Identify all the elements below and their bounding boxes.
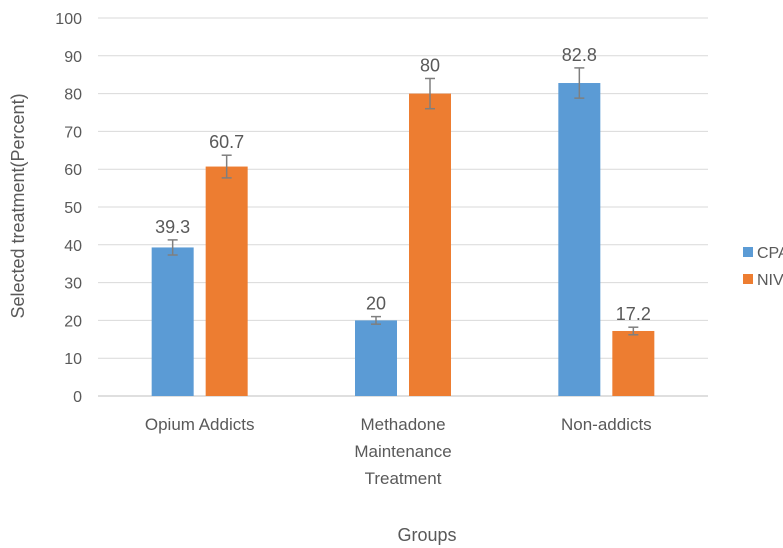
bar-cpap	[151, 247, 194, 396]
y-axis-title: Selected treatment(Percent)	[8, 93, 28, 318]
data-label: 39.3	[155, 217, 190, 237]
x-axis-categories: Opium Addicts Methadone Maintenance Treatme…	[145, 415, 652, 488]
legend-label: CPAP	[757, 245, 783, 262]
bar-cpap	[558, 83, 601, 397]
y-axis-ticks: 0 10 20 30 40 50 60 70 80 90 100	[55, 11, 82, 406]
y-tick-label: 60	[64, 162, 82, 179]
data-label: 82.8	[562, 45, 597, 65]
y-tick-label: 80	[64, 87, 82, 104]
x-category-label: Opium Addicts	[145, 415, 255, 434]
legend-swatch-cpap	[743, 247, 753, 257]
legend-label: NIV	[757, 272, 783, 289]
bar-niv	[205, 166, 248, 396]
x-axis-title: Groups	[397, 525, 456, 545]
error-bars	[167, 67, 639, 336]
x-category-label: Non-addicts	[561, 415, 652, 434]
gridlines	[98, 17, 708, 397]
data-label: 80	[420, 55, 440, 75]
bar-cpap	[355, 320, 397, 396]
legend-swatch-niv	[743, 274, 753, 284]
data-label: 17.2	[616, 304, 651, 324]
y-tick-label: 100	[55, 11, 82, 28]
y-tick-label: 40	[64, 238, 82, 255]
y-tick-label: 0	[73, 389, 82, 406]
legend: CPAP NIV	[743, 245, 783, 289]
bars	[151, 83, 655, 397]
data-label: 20	[366, 294, 386, 314]
y-tick-label: 90	[64, 49, 82, 66]
data-label: 60.7	[209, 132, 244, 152]
y-tick-label: 30	[64, 276, 82, 293]
bar-niv	[612, 330, 655, 396]
x-category-label: Methadone Maintenance Treatment	[354, 415, 451, 488]
bar-niv	[409, 93, 451, 396]
y-tick-label: 20	[64, 313, 82, 330]
y-tick-label: 50	[64, 200, 82, 217]
data-labels: 39.3 20 82.8 60.7 80 17.2	[155, 45, 651, 324]
y-tick-label: 70	[64, 124, 82, 141]
y-tick-label: 10	[64, 351, 82, 368]
